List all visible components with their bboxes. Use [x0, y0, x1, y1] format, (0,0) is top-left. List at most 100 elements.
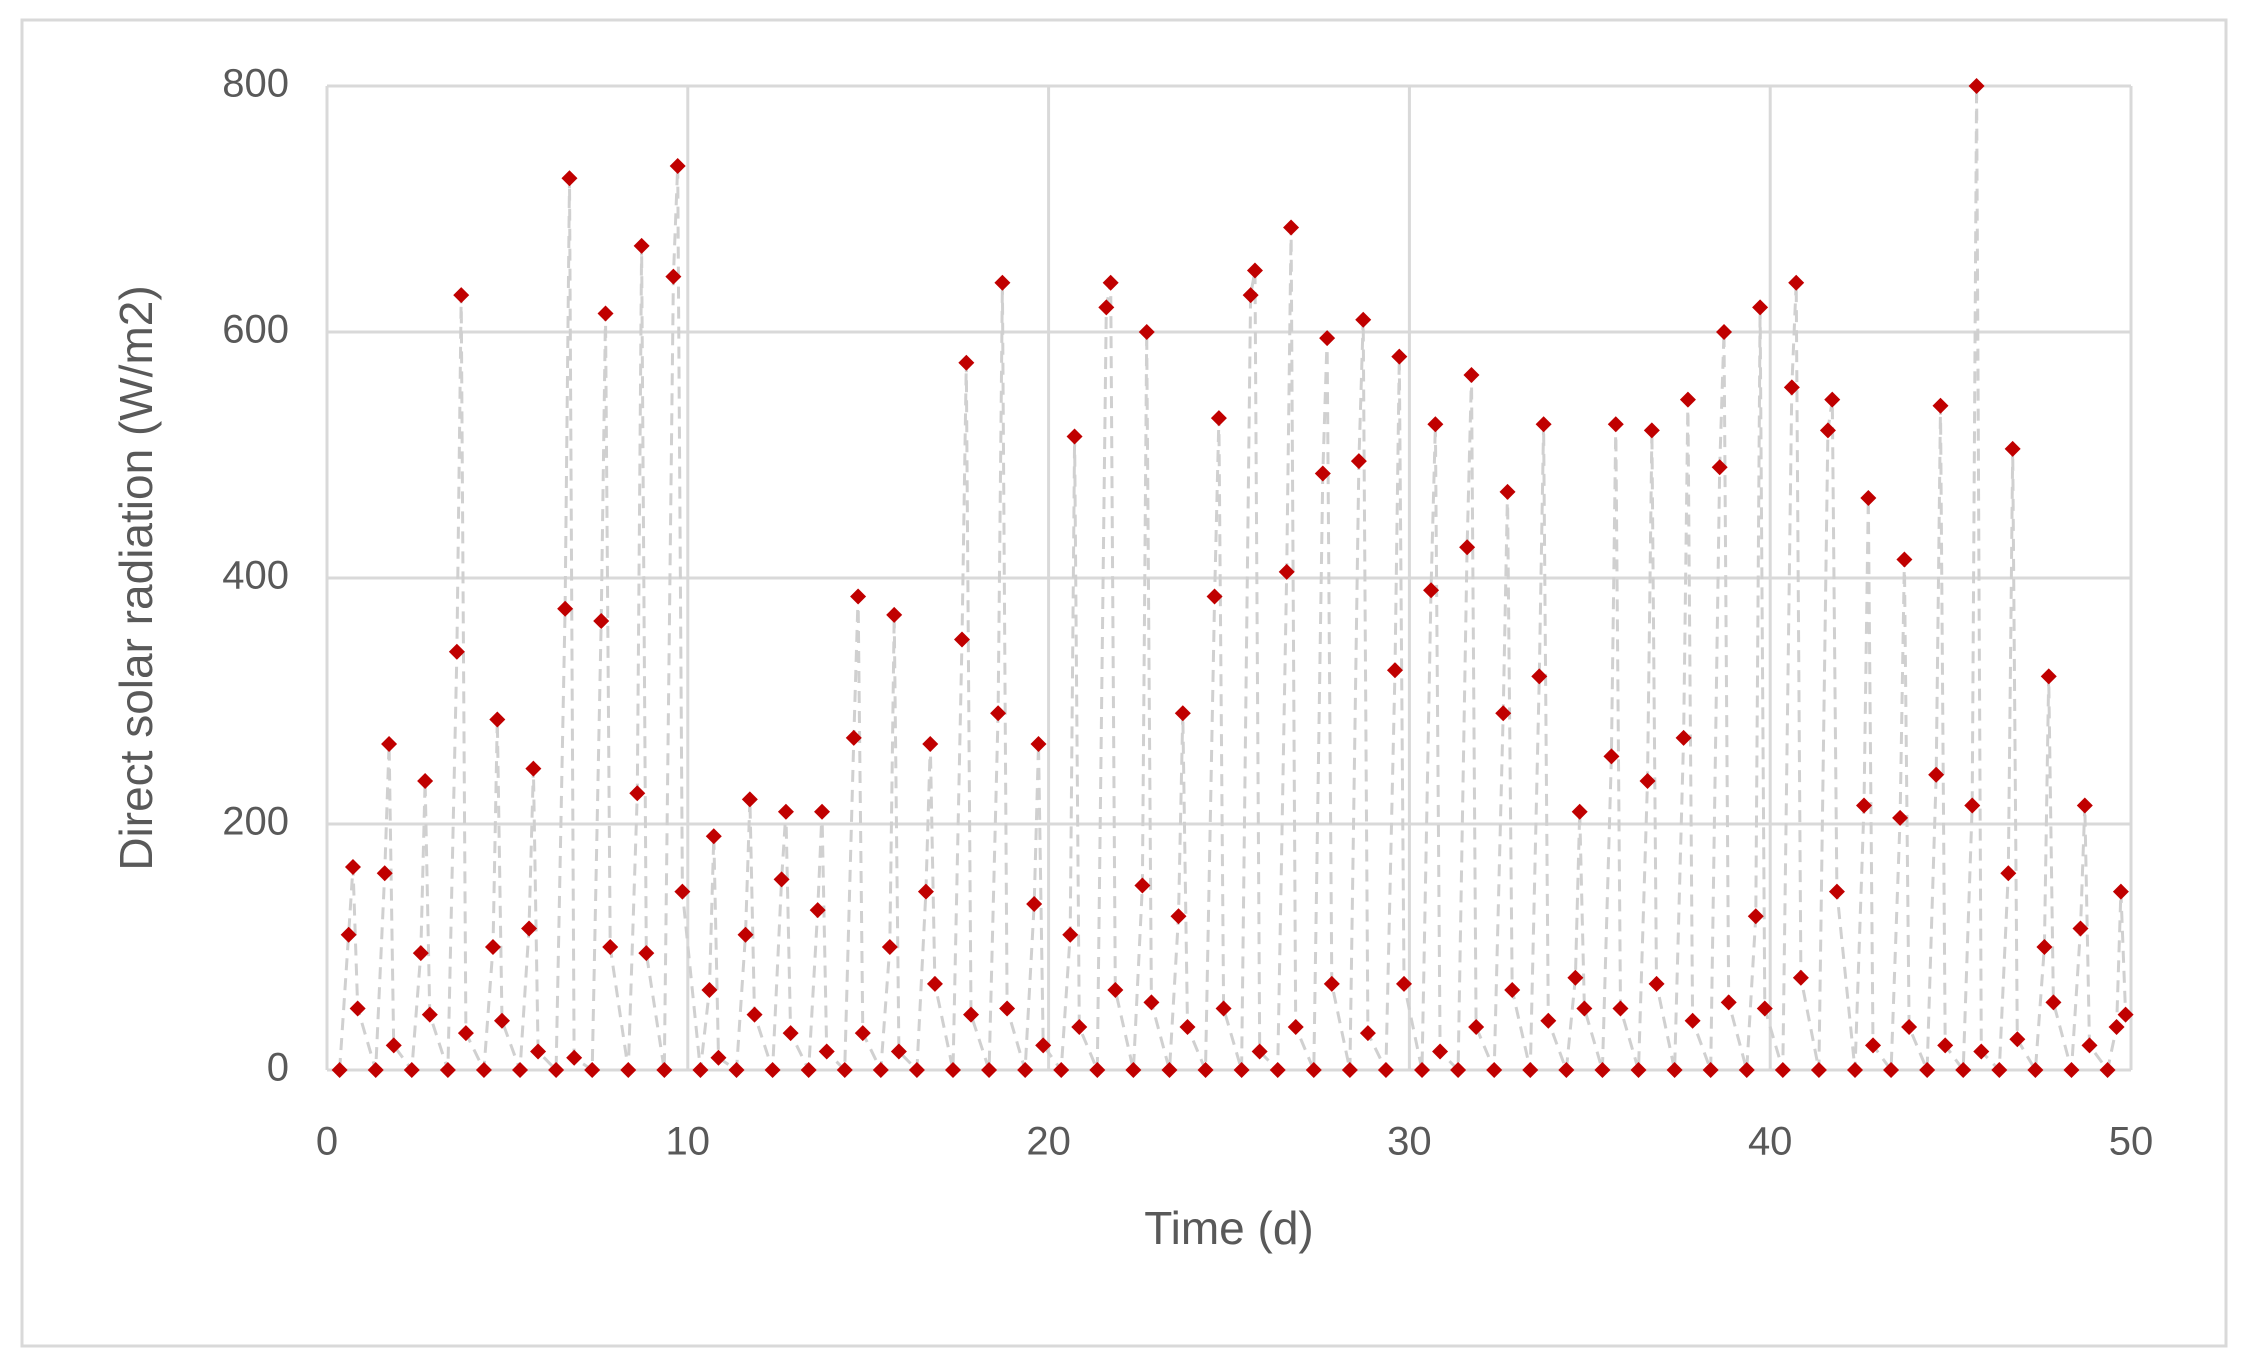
- data-point: [705, 828, 722, 845]
- data-point: [525, 760, 542, 777]
- data-point: [412, 945, 429, 962]
- data-point: [1612, 1000, 1629, 1017]
- data-point: [1386, 662, 1403, 679]
- data-point: [1810, 1062, 1827, 1078]
- y-tick-label: 0: [267, 1046, 289, 1090]
- data-point: [2009, 1031, 2026, 1048]
- data-point: [1558, 1062, 1575, 1078]
- data-point: [737, 926, 754, 943]
- data-point: [1459, 539, 1476, 556]
- data-point: [908, 1062, 925, 1078]
- data-point: [1955, 1062, 1972, 1078]
- data-point: [922, 736, 939, 753]
- data-point: [2036, 939, 2053, 955]
- data-point: [1919, 1062, 1936, 1078]
- data-point: [1314, 465, 1331, 482]
- data-point: [656, 1062, 673, 1078]
- data-point: [1107, 982, 1124, 999]
- y-tick-label: 400: [222, 554, 289, 598]
- data-point: [1576, 1000, 1593, 1017]
- data-point: [1026, 895, 1043, 912]
- data-point: [566, 1049, 583, 1066]
- data-point: [1788, 274, 1805, 291]
- data-point: [1968, 78, 1985, 94]
- data-point: [1210, 410, 1227, 427]
- data-point: [990, 705, 1007, 722]
- data-point: [809, 902, 826, 919]
- data-point: [1603, 748, 1620, 765]
- data-point: [1062, 926, 1079, 943]
- data-point: [1287, 1018, 1304, 1035]
- data-point: [1125, 1062, 1142, 1078]
- data-point: [1828, 883, 1845, 900]
- data-point: [521, 920, 538, 937]
- data-point: [331, 1062, 348, 1078]
- data-point: [512, 1062, 529, 1078]
- data-point: [1571, 803, 1588, 820]
- data-point: [620, 1062, 637, 1078]
- data-point: [1017, 1062, 1034, 1078]
- data-point: [2045, 994, 2062, 1011]
- data-point: [701, 982, 718, 999]
- data-point: [1928, 766, 1945, 783]
- data-point: [584, 1062, 601, 1078]
- data-point: [1819, 422, 1836, 439]
- data-point: [1711, 459, 1728, 476]
- data-point: [1053, 1062, 1070, 1078]
- data-point: [1499, 483, 1516, 500]
- data-point: [629, 785, 646, 802]
- data-point: [773, 871, 790, 888]
- data-point: [2040, 668, 2057, 685]
- data-point: [1648, 975, 1665, 992]
- data-point: [1846, 1062, 1863, 1078]
- data-point: [944, 1062, 961, 1078]
- data-point: [1901, 1018, 1918, 1035]
- data-point: [593, 613, 610, 630]
- x-tick-label: 10: [666, 1120, 711, 1164]
- data-point: [1251, 1043, 1268, 1060]
- data-point: [2117, 1006, 2134, 1023]
- data-point: [1856, 797, 1873, 814]
- data-point: [557, 600, 574, 617]
- data-point: [1643, 422, 1660, 439]
- x-tick-label: 30: [1387, 1120, 1432, 1164]
- data-point: [2112, 883, 2129, 900]
- data-point: [1174, 705, 1191, 722]
- data-point: [728, 1062, 745, 1078]
- data-point: [1035, 1037, 1052, 1054]
- data-point: [385, 1037, 402, 1054]
- data-point: [344, 859, 361, 876]
- data-point: [1323, 975, 1340, 992]
- data-point: [457, 1025, 474, 1042]
- data-point: [764, 1062, 781, 1078]
- data-point: [1747, 908, 1764, 925]
- data-point: [2076, 797, 2093, 814]
- data-point: [2000, 865, 2017, 882]
- data-point: [994, 274, 1011, 291]
- data-point: [1414, 1062, 1431, 1078]
- data-point: [917, 883, 934, 900]
- data-point: [854, 1025, 871, 1042]
- x-axis-title: Time (d): [1144, 1202, 1314, 1254]
- x-tick-label: 0: [316, 1120, 338, 1164]
- data-point: [1423, 582, 1440, 599]
- data-point: [602, 939, 619, 955]
- data-point: [710, 1049, 727, 1066]
- data-point: [1964, 797, 1981, 814]
- data-point: [1161, 1062, 1178, 1078]
- data-point: [1531, 668, 1548, 685]
- data-point: [741, 791, 758, 808]
- data-point: [669, 157, 686, 174]
- data-point: [836, 1062, 853, 1078]
- data-point: [1377, 1062, 1394, 1078]
- data-point: [597, 305, 614, 322]
- data-point: [814, 803, 831, 820]
- data-point: [1824, 391, 1841, 408]
- data-point: [1468, 1018, 1485, 1035]
- data-point: [638, 945, 655, 962]
- data-point: [850, 588, 867, 605]
- plot-area: [331, 78, 2134, 1078]
- data-point: [2108, 1018, 2125, 1035]
- data-point: [692, 1062, 709, 1078]
